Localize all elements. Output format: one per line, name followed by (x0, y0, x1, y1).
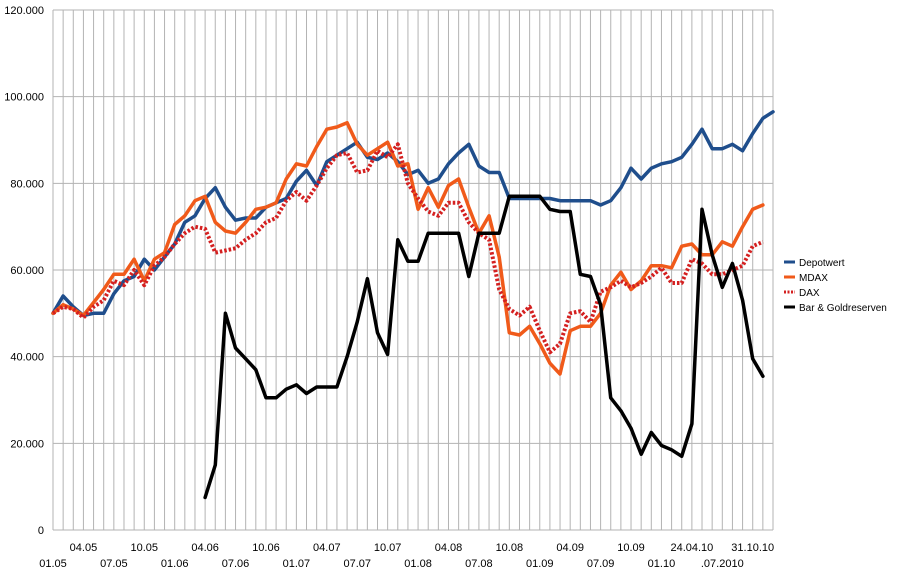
x-tick-label: 24.04.10 (670, 542, 713, 554)
x-tick-label: 01.05 (39, 558, 67, 570)
x-tick-label: 01.07 (283, 558, 311, 570)
x-tick-label: 07.08 (465, 558, 493, 570)
x-tick-label: 10.07 (374, 542, 402, 554)
x-tick-label: 01.08 (404, 558, 432, 570)
legend-label: MDAX (799, 273, 828, 284)
series-line-bar-goldreserven (203, 194, 765, 500)
x-tick-label: 04.08 (435, 542, 463, 554)
x-tick-label: 01.09 (526, 558, 554, 570)
x-tick-label: 07.06 (222, 558, 250, 570)
series-line-mdax (51, 120, 765, 376)
y-axis: 0 20.000 40.000 60.000 80.000 100.000 12… (4, 5, 44, 537)
y-tick-label: 20.000 (10, 438, 44, 450)
x-tick-label: 07.05 (100, 558, 128, 570)
x-tick-label: 07.09 (587, 558, 615, 570)
legend-label: Depotwert (799, 258, 845, 269)
x-tick-label: 07.07 (343, 558, 371, 570)
x-axis: 04.05 10.05 04.06 10.06 04.07 10.07 04.08 10.08… (39, 542, 774, 570)
x-tick-label: .07.2010 (701, 558, 744, 570)
y-tick-label: 60.000 (10, 265, 44, 277)
gridlines (52, 9, 774, 531)
y-tick-label: 100.000 (4, 92, 44, 104)
x-tick-label: 04.09 (556, 542, 584, 554)
x-tick-label: 31.10.10 (731, 542, 774, 554)
x-tick-label: 10.06 (252, 542, 280, 554)
y-tick-label: 40.000 (10, 352, 44, 364)
legend: Depotwert MDAX DAX Bar & Goldreserven (784, 258, 887, 314)
x-tick-label: 01.10 (648, 558, 676, 570)
x-tick-label: 01.06 (161, 558, 189, 570)
y-tick-label: 80.000 (10, 178, 44, 190)
x-tick-label: 10.09 (617, 542, 645, 554)
series-line-dax (51, 142, 764, 355)
x-tick-label: 10.05 (131, 542, 159, 554)
x-tick-label: 04.07 (313, 542, 341, 554)
x-tick-label: 04.05 (70, 542, 98, 554)
series-lines (51, 110, 775, 500)
y-tick-label: 0 (38, 525, 44, 537)
y-tick-label: 120.000 (4, 5, 44, 17)
x-tick-label: 04.06 (191, 542, 219, 554)
x-tick-label: 10.08 (496, 542, 524, 554)
legend-label: DAX (799, 288, 820, 299)
legend-label: Bar & Goldreserven (799, 303, 887, 314)
